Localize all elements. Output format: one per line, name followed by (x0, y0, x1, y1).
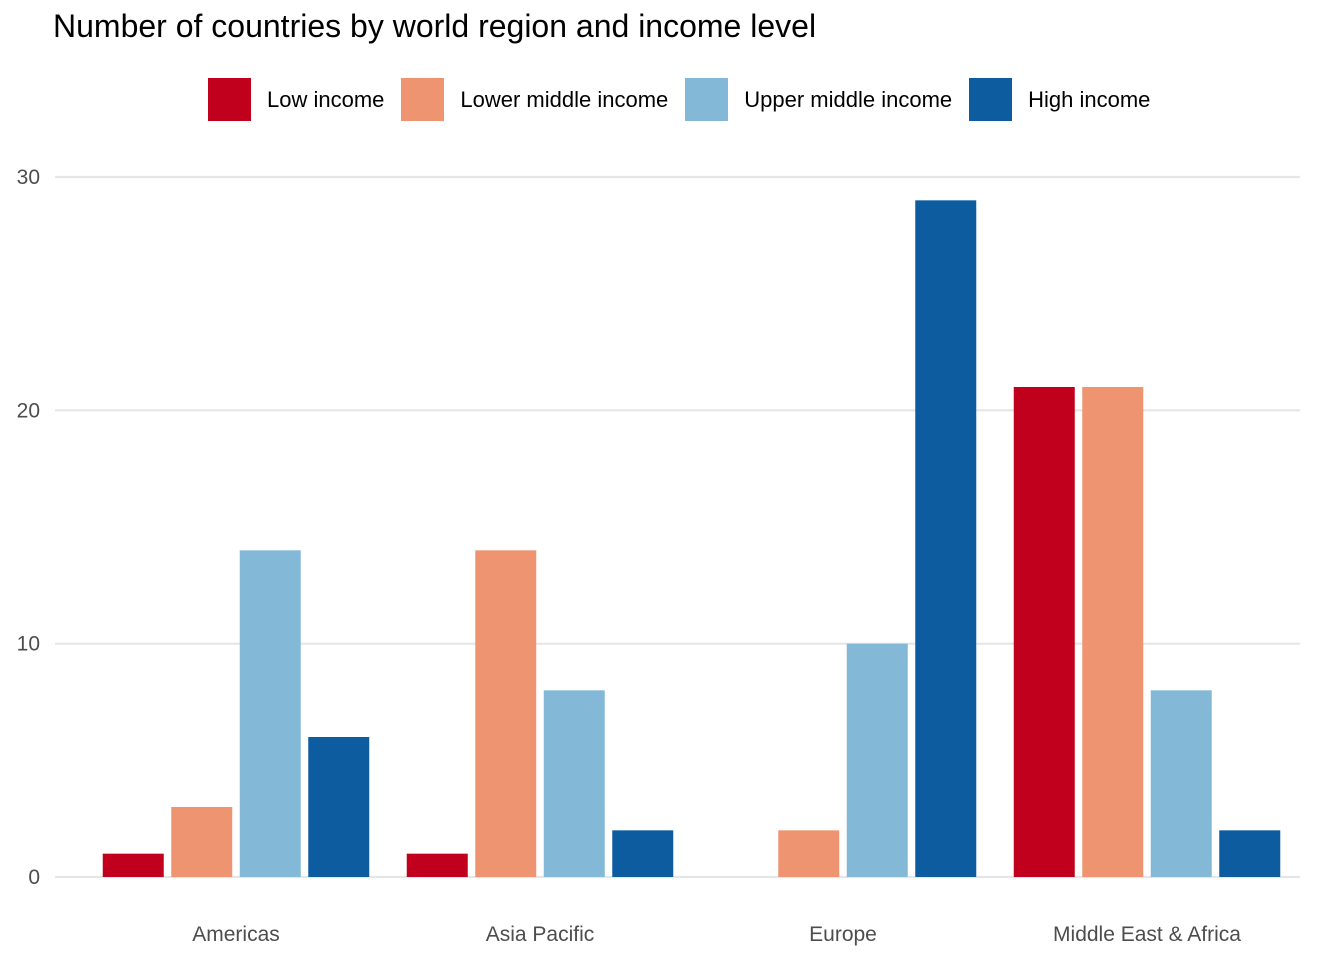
bar-americas-low-income (102, 853, 164, 877)
x-tick-label-europe: Europe (809, 923, 877, 946)
bar-asia-pacific-upper-middle-income (543, 690, 605, 877)
chart-title: Number of countries by world region and … (53, 8, 817, 44)
bar-asia-pacific-high-income (612, 830, 674, 877)
bar-europe-lower-middle-income (778, 830, 840, 877)
bar-europe-high-income (915, 200, 977, 878)
y-tick-label-10: 10 (17, 633, 40, 656)
bar-middle-east-and-africa-low-income (1013, 387, 1075, 877)
legend: Low income Lower middle income Upper mid… (208, 78, 1167, 121)
legend-item-lower-middle-income: Lower middle income (401, 78, 668, 121)
bar-middle-east-and-africa-lower-middle-income (1082, 387, 1144, 877)
y-tick-label-0: 0 (28, 866, 40, 889)
legend-swatch-low-income (208, 78, 251, 121)
legend-label-lower-middle-income: Lower middle income (460, 86, 669, 112)
legend-item-upper-middle-income: Upper middle income (685, 78, 952, 121)
legend-swatch-upper-middle-income (685, 78, 729, 121)
legend-swatch-lower-middle-income (401, 78, 445, 121)
bar-americas-lower-middle-income (171, 807, 233, 877)
legend-item-high-income: High income (969, 78, 1150, 121)
legend-label-low-income: Low income (267, 86, 385, 112)
bar-asia-pacific-low-income (406, 853, 468, 877)
x-tick-label-middle-east-and-africa: Middle East & Africa (1053, 923, 1241, 946)
bar-asia-pacific-lower-middle-income (475, 550, 537, 877)
legend-label-high-income: High income (1028, 86, 1151, 112)
y-tick-label-30: 30 (17, 166, 40, 189)
bar-middle-east-and-africa-high-income (1219, 830, 1281, 877)
x-tick-label-asia-pacific: Asia Pacific (486, 923, 595, 946)
x-tick-label-americas: Americas (192, 923, 280, 946)
legend-label-upper-middle-income: Upper middle income (744, 86, 953, 112)
bar-middle-east-and-africa-upper-middle-income (1150, 690, 1212, 877)
bar-europe-upper-middle-income (846, 643, 908, 877)
y-tick-label-20: 20 (17, 399, 40, 422)
bar-americas-high-income (308, 737, 370, 877)
legend-swatch-high-income (969, 78, 1013, 121)
legend-item-low-income: Low income (208, 78, 384, 121)
bar-americas-upper-middle-income (239, 550, 301, 877)
